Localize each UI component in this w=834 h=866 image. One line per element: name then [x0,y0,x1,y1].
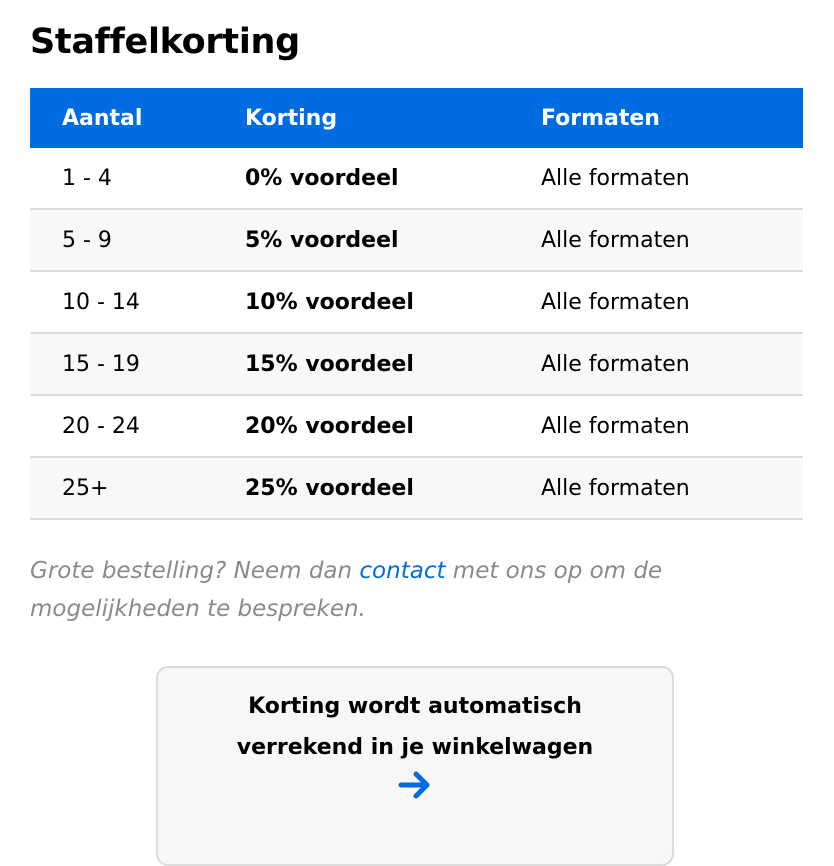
table-row: 10 - 14 10% voordeel Alle formaten [30,271,803,334]
cell-korting: 5% voordeel [245,209,541,272]
header-aantal: Aantal [62,105,143,131]
discount-table: Aantal Korting Formaten 1 - 4 0% voordeel… [30,88,803,520]
contact-link[interactable]: contact [359,558,446,584]
cell-aantal: 20 - 24 [30,395,245,458]
cell-aantal: 5 - 9 [30,209,245,272]
cell-formaten: Alle formaten [541,395,803,458]
note-text: Grote bestelling? Neem dan [30,558,360,584]
cell-korting: 25% voordeel [245,457,541,520]
cart-discount-text: Korting wordt automatisch verrekend in je… [158,686,672,768]
table-header: Aantal Korting Formaten [30,88,803,148]
header-formaten: Formaten [541,105,660,131]
cell-formaten: Alle formaten [541,333,803,396]
cell-formaten: Alle formaten [541,457,803,520]
cell-formaten: Alle formaten [541,148,803,210]
cell-formaten: Alle formaten [541,209,803,272]
cell-formaten: Alle formaten [541,271,803,334]
table-row: 5 - 9 5% voordeel Alle formaten [30,209,803,272]
cart-discount-card[interactable]: Korting wordt automatisch verrekend in je… [156,666,674,866]
cell-aantal: 1 - 4 [30,148,245,210]
table-row: 25+ 25% voordeel Alle formaten [30,457,803,520]
cell-aantal: 25+ [30,457,245,520]
cell-korting: 20% voordeel [245,395,541,458]
note-text-end: met ons op om de mogelijkheden te bespre… [30,558,663,622]
cta-line-2: verrekend in je winkelwagen [236,735,594,760]
cell-korting: 15% voordeel [245,333,541,396]
cell-korting: 0% voordeel [245,148,541,210]
cell-aantal: 15 - 19 [30,333,245,396]
table-row: 20 - 24 20% voordeel Alle formaten [30,395,803,458]
large-order-note: Grote bestelling? Neem dan contact met o… [30,552,710,628]
cell-aantal: 10 - 14 [30,271,245,334]
table-row: 1 - 4 0% voordeel Alle formaten [30,148,803,210]
table-row: 15 - 19 15% voordeel Alle formaten [30,333,803,396]
page-title: Staffelkorting [30,22,300,62]
cell-korting: 10% voordeel [245,271,541,334]
header-korting: Korting [245,105,338,131]
cta-line-1: Korting wordt automatisch [248,694,582,719]
arrow-right-icon[interactable] [398,770,432,800]
